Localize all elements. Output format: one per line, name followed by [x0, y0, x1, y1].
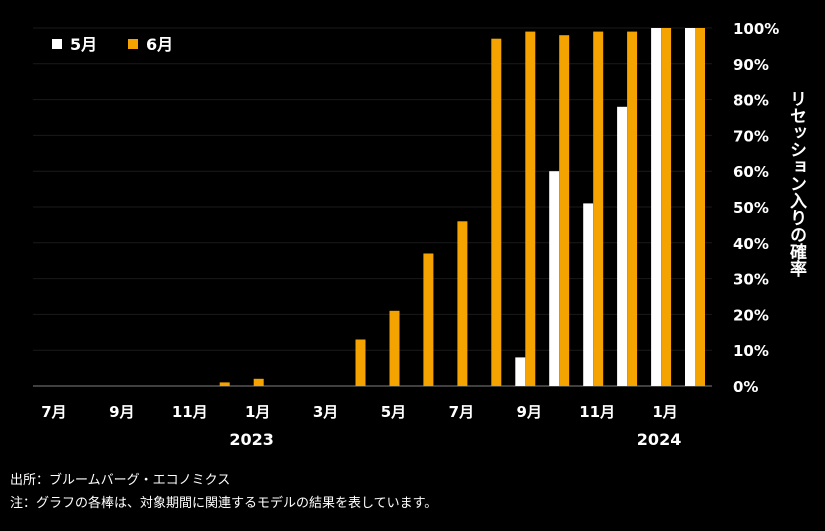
- x-tick-label: 7月: [41, 403, 66, 421]
- bar-may: [515, 357, 526, 386]
- footnote: 注：グラフの各棒は、対象期間に関連するモデルの結果を表しています。: [10, 496, 438, 511]
- x-tick-label: 9月: [109, 403, 134, 421]
- x-tick-label: 1月: [652, 403, 677, 421]
- bar-may: [549, 171, 560, 386]
- y-axis-ticks: 0% 10% 20% 30% 40% 50% 60% 70% 80% 90% 100%: [733, 20, 779, 396]
- x-tick-label: 5月: [381, 403, 406, 421]
- bar-june: [559, 35, 570, 386]
- bar-may: [685, 28, 695, 386]
- y-tick-label: 50%: [733, 199, 769, 217]
- x-tick-label: 9月: [517, 403, 542, 421]
- bar-may: [583, 203, 594, 386]
- y-tick-label: 0%: [733, 378, 758, 396]
- bar-june: [457, 221, 468, 386]
- y-tick-label: 70%: [733, 127, 769, 145]
- bar-june: [355, 339, 366, 386]
- x-tick-label: 11月: [172, 403, 208, 421]
- y-axis-label: リセッション入りの確率: [786, 90, 807, 278]
- bar-may: [617, 106, 628, 387]
- bar-june: [491, 38, 502, 386]
- y-tick-label: 40%: [733, 235, 769, 253]
- legend-label-may: 5月: [70, 35, 97, 54]
- bar-june: [219, 382, 230, 386]
- year-label: 2023: [229, 430, 274, 449]
- bar-june: [695, 28, 705, 386]
- x-tick-label: 1月: [245, 403, 270, 421]
- x-axis-ticks: 7月 9月 11月 1月 3月 5月 7月 9月 11月 1月: [41, 403, 678, 421]
- source-note: 出所：ブルームバーグ・エコノミクス: [10, 473, 231, 488]
- gridlines: [33, 27, 712, 351]
- bar-june: [661, 28, 672, 386]
- bar-june: [423, 253, 434, 386]
- x-tick-label: 11月: [579, 403, 615, 421]
- y-tick-label: 90%: [733, 56, 769, 74]
- legend-swatch-june: [128, 39, 138, 49]
- x-tick-label: 7月: [449, 403, 474, 421]
- x-tick-label: 3月: [313, 403, 338, 421]
- bars: [219, 28, 705, 387]
- legend-swatch-may: [52, 39, 62, 49]
- bar-june: [253, 378, 264, 386]
- legend: 5月 6月: [52, 35, 173, 54]
- bar-june: [593, 31, 604, 386]
- bar-june: [389, 310, 400, 386]
- year-labels: 2023 2024: [229, 430, 681, 449]
- bar-june: [525, 31, 536, 386]
- y-tick-label: 30%: [733, 271, 769, 289]
- bar-june: [627, 31, 638, 386]
- y-tick-label: 10%: [733, 342, 769, 360]
- y-tick-label: 20%: [733, 306, 769, 324]
- y-tick-label: 60%: [733, 163, 769, 181]
- bar-may: [651, 28, 662, 386]
- y-tick-label: 80%: [733, 92, 769, 110]
- y-tick-label: 100%: [733, 20, 779, 38]
- year-label: 2024: [637, 430, 682, 449]
- legend-label-june: 6月: [146, 35, 173, 54]
